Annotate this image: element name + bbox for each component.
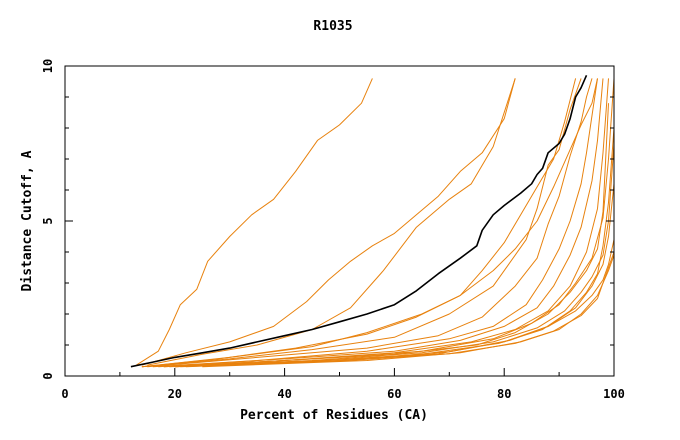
x-axis: 0 20 40 60 80 100 [61,368,625,401]
x-tick-label: 60 [387,387,401,401]
highlight-series-line [130,74,588,368]
series-line-3 [147,78,516,366]
x-tick-label: 0 [61,387,68,401]
y-tick-label: 0 [41,372,55,379]
series-line-11 [163,103,609,368]
series-line-8 [158,78,604,368]
series-line-2 [141,78,516,366]
series-line-1 [136,78,373,366]
series-line-5 [141,78,582,368]
series-line-14 [180,78,615,368]
series-line-15 [174,214,615,368]
series-line-9 [163,78,609,368]
x-tick-label: 100 [603,387,625,401]
y-tick-label: 5 [41,217,55,224]
series-line-4 [141,78,577,368]
series-line-12 [169,143,615,368]
y-tick-label: 10 [41,59,55,73]
series-line-16 [185,227,615,368]
chart-title: R1035 [313,19,352,34]
x-tick-label: 80 [497,387,511,401]
x-tick-label: 40 [277,387,291,401]
x-axis-label: Percent of Residues (CA) [240,408,428,423]
x-tick-label: 20 [168,387,182,401]
series-line-18 [141,78,598,368]
series-line-10 [174,78,615,368]
y-axis: 0 5 10 [41,59,614,380]
series-line-17 [202,254,615,368]
plot-area [130,74,615,368]
series-line-6 [147,78,593,368]
y-axis-label: Distance Cutoff, A [20,150,35,291]
series-line-7 [152,78,598,368]
